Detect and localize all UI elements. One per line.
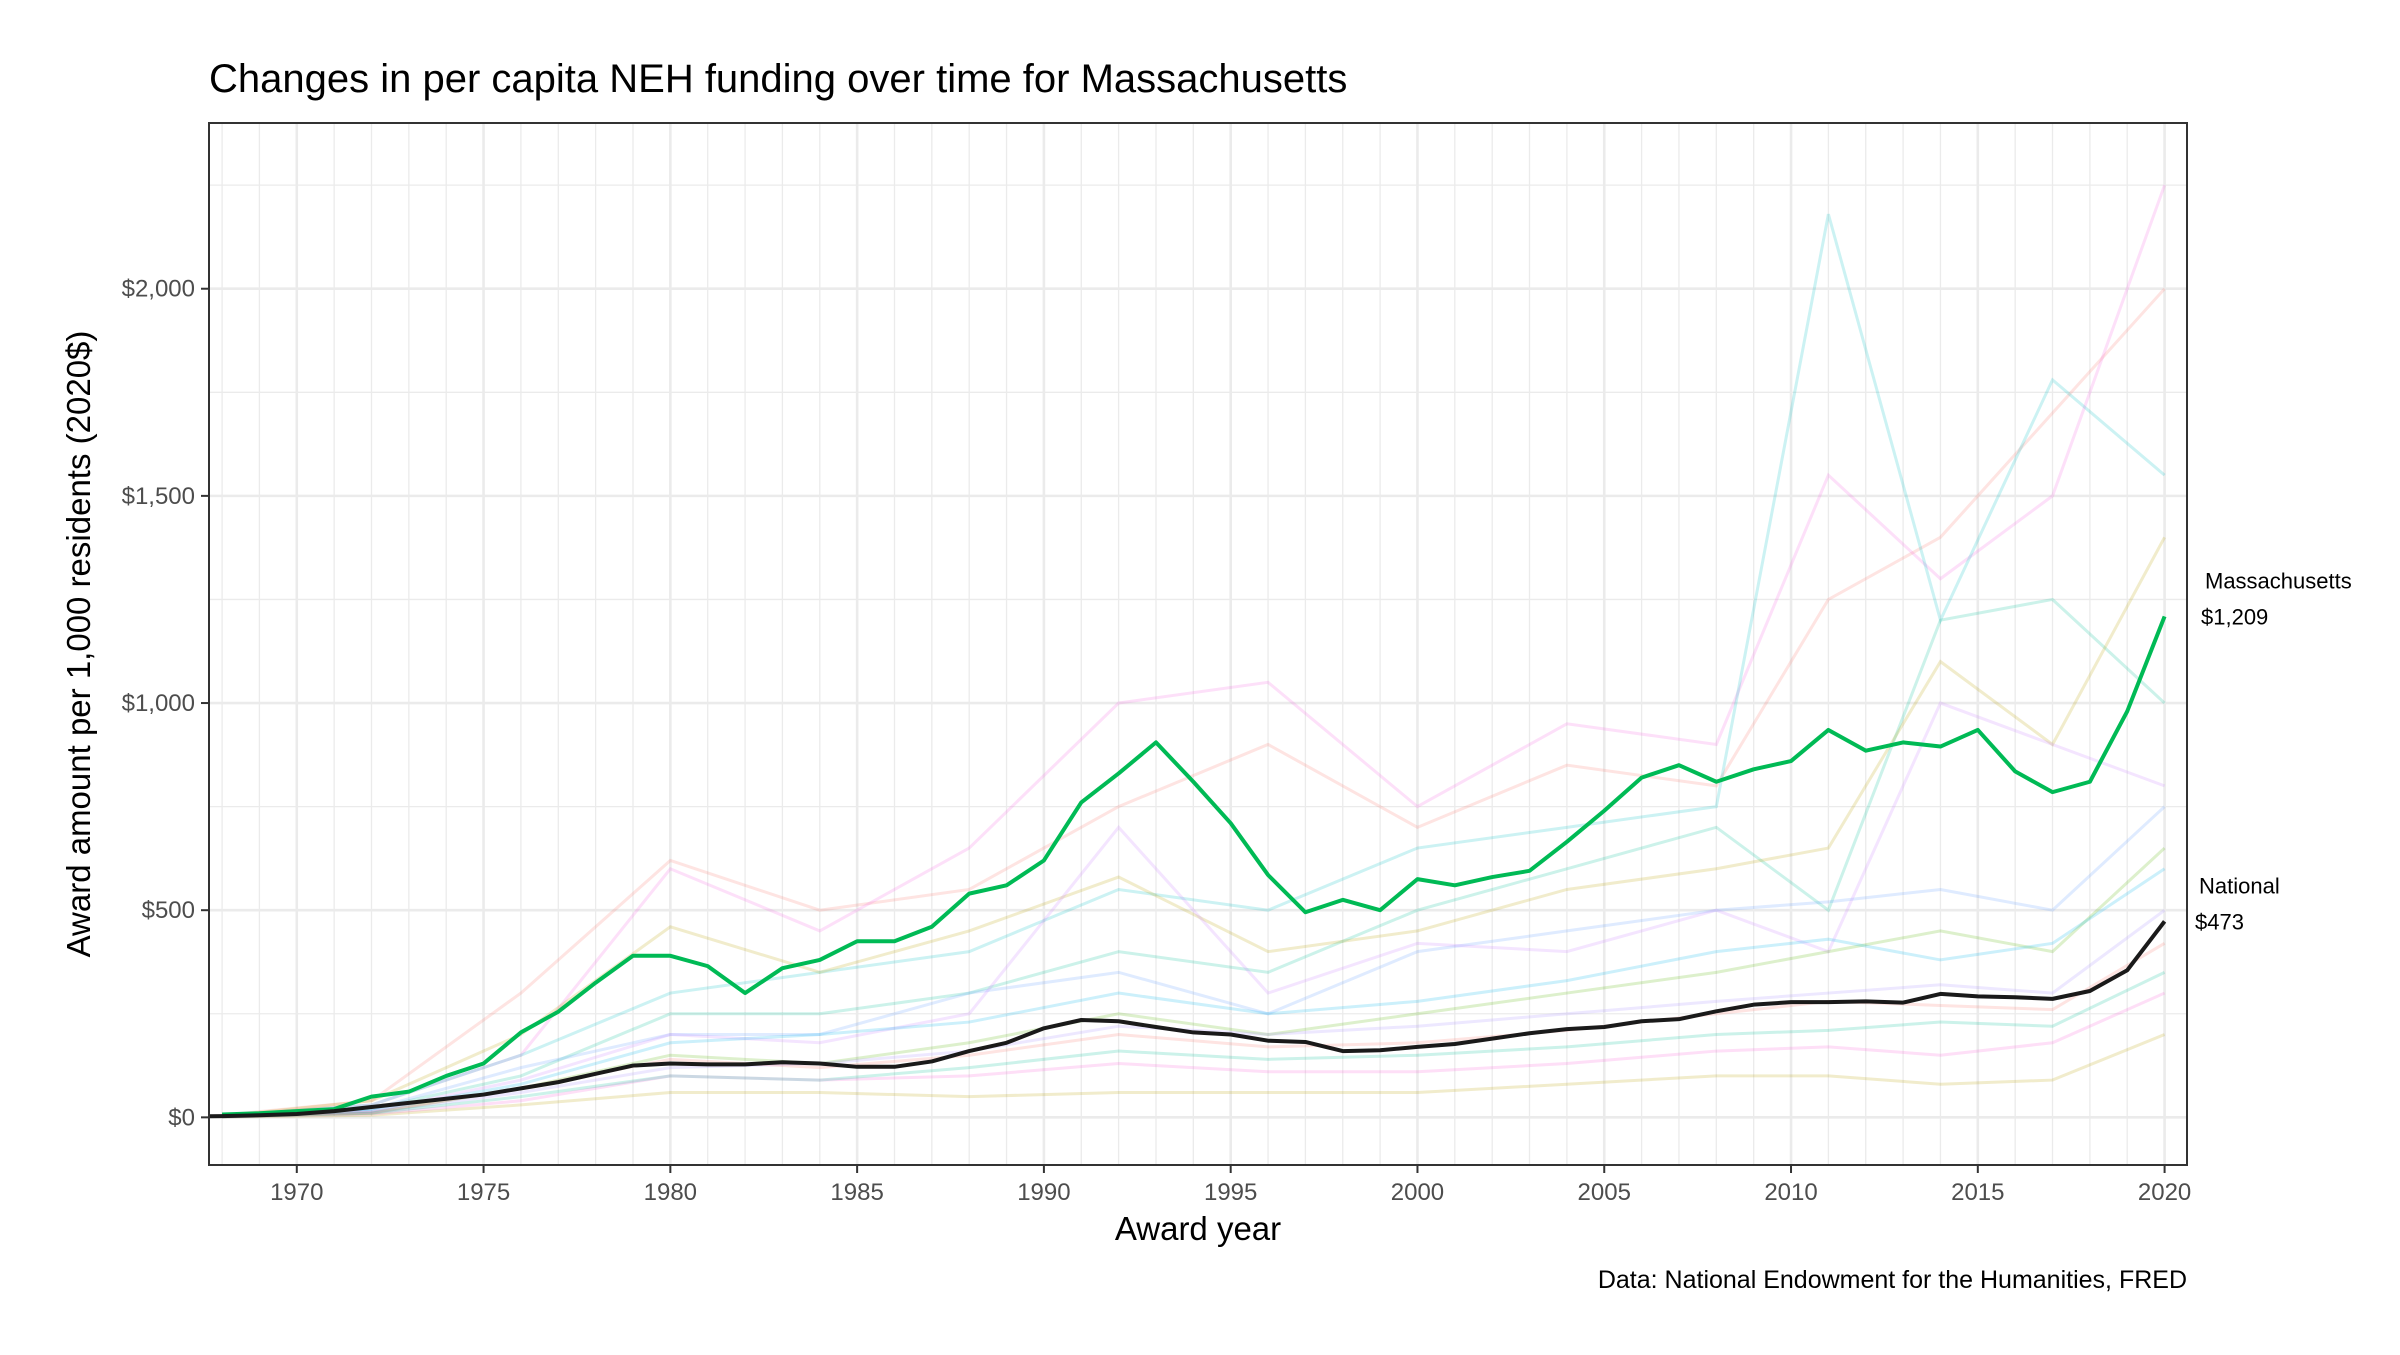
y-tick-label: $500 <box>142 897 195 924</box>
series-line-massachusetts <box>222 615 2167 1117</box>
series-line-national <box>209 920 2167 1119</box>
state-line <box>222 867 2166 1119</box>
grid <box>209 123 2187 1165</box>
chart-title: Changes in per capita NEH funding over t… <box>209 57 1347 101</box>
state-line <box>221 597 2166 1119</box>
x-tick-label: 2010 <box>1764 1179 1817 1206</box>
plot-panel-border <box>208 122 2188 1166</box>
state-line <box>222 701 2166 1119</box>
x-tick-label: 1985 <box>830 1179 883 1206</box>
state-line <box>222 846 2166 1119</box>
end-label-value: $1,209 <box>2201 604 2268 629</box>
state-line <box>221 184 2166 1117</box>
end-label-name: Massachusetts <box>2205 568 2352 593</box>
y-tick-label: $1,000 <box>122 690 195 717</box>
x-tick-label: 1970 <box>270 1179 323 1206</box>
x-tick-label: 1975 <box>457 1179 510 1206</box>
state-line <box>222 908 2166 1119</box>
x-axis-title: Award year <box>1115 1210 1281 1247</box>
x-tick-label: 1995 <box>1204 1179 1257 1206</box>
y-tick-label: $0 <box>168 1104 195 1131</box>
y-tick-label: $1,500 <box>122 483 195 510</box>
x-tick-label: 2015 <box>1951 1179 2004 1206</box>
x-tick-label: 2000 <box>1391 1179 1444 1206</box>
state-line <box>222 970 2166 1119</box>
x-tick-label: 1980 <box>644 1179 697 1206</box>
x-tick-label: 2005 <box>1578 1179 1631 1206</box>
state-line <box>222 991 2166 1119</box>
y-tick-label: $2,000 <box>122 276 195 303</box>
highlight-lines <box>209 615 2167 1119</box>
end-label-name: National <box>2199 873 2280 898</box>
x-axis: 1970 1975 1980 1985 1990 1995 2000 2005 2010 2015… <box>270 1165 2191 1206</box>
y-axis: $0 $500 $1,000 $1,500 $2,000 <box>122 276 209 1131</box>
end-labels: Massachusetts $1,209 National $473 <box>2195 568 2352 934</box>
x-tick-label: 1990 <box>1017 1179 1070 1206</box>
y-axis-title: Award amount per 1,000 residents (2020$) <box>60 331 97 958</box>
end-label-value: $473 <box>2195 909 2244 934</box>
caption: Data: National Endowment for the Humanit… <box>1598 1266 2187 1294</box>
state-line <box>221 213 2166 1118</box>
state-line <box>221 805 2166 1119</box>
state-line <box>221 287 2166 1117</box>
state-line <box>221 536 2166 1118</box>
state-line <box>222 1033 2166 1119</box>
x-tick-label: 2020 <box>2138 1179 2191 1206</box>
